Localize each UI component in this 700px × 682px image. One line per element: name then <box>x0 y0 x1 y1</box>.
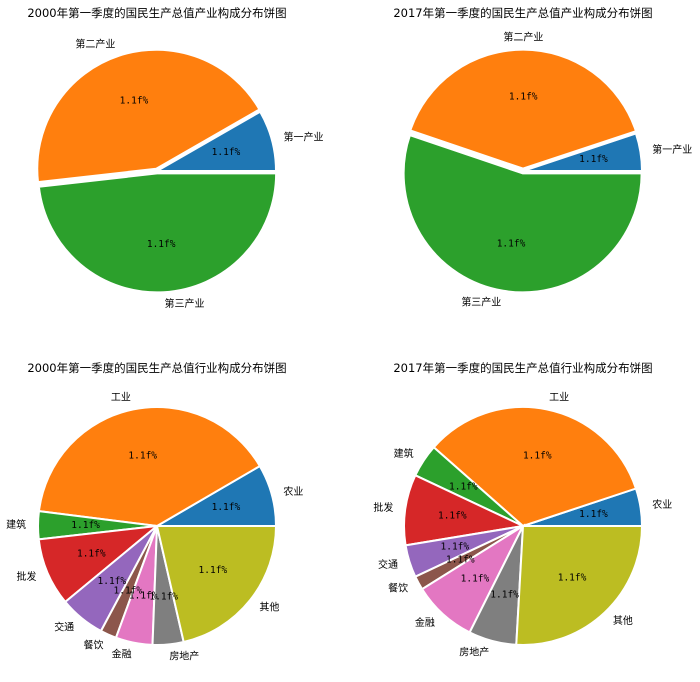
pie-category-label: 其他 <box>613 614 633 627</box>
pie-category-label: 金融 <box>415 616 435 629</box>
pie-category-label: 交通 <box>378 558 398 571</box>
pie-wedge-slice-0 <box>153 110 278 172</box>
pie-category-label: 其他 <box>259 601 279 614</box>
pie-pct-label: 1.1f% <box>147 239 176 250</box>
pie-category-label: 农业 <box>283 485 303 498</box>
pie-wedge-slice-1 <box>409 48 638 170</box>
pie-pct-label: 1.1f% <box>509 92 538 103</box>
pie-pct-label: 1.1f% <box>71 520 100 531</box>
pie-wedge-slice-2 <box>402 133 643 294</box>
pie-pct-label: 1.1f% <box>523 451 552 462</box>
pie-wedges <box>37 406 278 646</box>
pie-category-label: 工业 <box>549 392 569 404</box>
pie-category-label: 建筑 <box>6 518 26 531</box>
pie-texts: 农业 1.1f% 工业 1.1f% 建筑 1.1f% 批发 1.1f% 交通 1.1f% 餐饮 1.1… <box>6 392 303 663</box>
pie-wedge-slice-8 <box>155 525 278 644</box>
pie-pct-label: 1.1f% <box>449 481 478 492</box>
pie-pct-label: 1.1f% <box>490 589 519 600</box>
pie-chart-3: 2017年第一季度的国民生产总值行业构成分布饼图 农业 1.1f% 工业 1.1f% 建… <box>373 361 672 658</box>
chart-title: 2017年第一季度的国民生产总值产业构成分布饼图 <box>393 6 652 20</box>
pie-pct-label: 1.1f% <box>129 591 158 602</box>
pie-pct-label: 1.1f% <box>579 154 608 165</box>
pie-category-label: 工业 <box>111 392 131 404</box>
pie-pct-label: 1.1f% <box>212 147 241 158</box>
pie-pct-label: 1.1f% <box>497 238 526 249</box>
pie-category-label: 建筑 <box>394 447 414 460</box>
pie-pct-label: 1.1f% <box>149 592 178 603</box>
pie-category-label: 农业 <box>652 498 672 511</box>
pie-chart-1: 2017年第一季度的国民生产总值产业构成分布饼图 第一产业 1.1f% 第二产业 1.… <box>393 6 692 309</box>
pie-category-label: 第三产业 <box>165 297 205 310</box>
pie-pct-label: 1.1f% <box>114 586 143 597</box>
pie-texts: 第一产业 1.1f% 第二产业 1.1f% 第三产业 1.1f% <box>461 31 692 309</box>
pie-category-label: 交通 <box>54 620 74 633</box>
pie-category-label: 第三产业 <box>461 296 501 309</box>
pie-pct-label: 1.1f% <box>199 565 228 576</box>
pie-wedges <box>403 406 644 646</box>
pie-pct-label: 1.1f% <box>441 542 470 553</box>
pie-chart-0: 2000年第一季度的国民生产总值产业构成分布饼图 第一产业 1.1f% 第二产业 1.… <box>27 6 323 310</box>
pie-pct-label: 1.1f% <box>120 95 149 106</box>
pie-category-label: 餐饮 <box>388 582 408 595</box>
pie-texts: 农业 1.1f% 工业 1.1f% 建筑 1.1f% 批发 1.1f% 交通 1.1f% 餐饮 1.1… <box>373 392 672 659</box>
pie-category-label: 房地产 <box>169 649 199 662</box>
pie-category-label: 餐饮 <box>84 638 104 651</box>
pie-wedge-slice-8 <box>515 525 644 646</box>
pie-pct-label: 1.1f% <box>212 502 241 513</box>
pie-wedge-slice-0 <box>522 132 644 172</box>
pie-wedge-slice-1 <box>36 48 261 184</box>
pie-pct-label: 1.1f% <box>579 509 608 520</box>
pie-pct-label: 1.1f% <box>128 451 157 462</box>
pie-pct-label: 1.1f% <box>77 548 106 559</box>
pie-texts: 第一产业 1.1f% 第二产业 1.1f% 第三产业 1.1f% <box>75 37 323 310</box>
pie-wedge-slice-1 <box>37 406 262 528</box>
pie-pct-label: 1.1f% <box>446 555 475 566</box>
pie-pct-label: 1.1f% <box>558 572 587 583</box>
chart-title: 2000年第一季度的国民生产总值行业构成分布饼图 <box>27 361 286 375</box>
pie-category-label: 第一产业 <box>283 130 323 143</box>
pie-category-label: 第二产业 <box>75 37 115 50</box>
pie-category-label: 批发 <box>373 501 393 514</box>
pie-wedges <box>36 48 278 294</box>
pie-category-label: 批发 <box>17 570 37 583</box>
pie-chart-2: 2000年第一季度的国民生产总值行业构成分布饼图 农业 1.1f% 工业 1.1f% 建… <box>6 361 303 662</box>
pie-pct-label: 1.1f% <box>98 576 127 587</box>
pie-wedges <box>402 48 644 294</box>
pie-wedge-slice-1 <box>432 406 638 528</box>
pie-category-label: 房地产 <box>459 645 489 658</box>
chart-title: 2000年第一季度的国民生产总值产业构成分布饼图 <box>27 6 286 20</box>
pie-category-label: 第二产业 <box>503 31 543 44</box>
chart-title: 2017年第一季度的国民生产总值行业构成分布饼图 <box>393 361 652 375</box>
pie-wedge-slice-2 <box>37 172 278 294</box>
pie-pct-label: 1.1f% <box>438 511 467 522</box>
pie-pct-label: 1.1f% <box>461 573 490 584</box>
pie-category-label: 第一产业 <box>652 143 692 156</box>
pie-category-label: 金融 <box>112 647 132 660</box>
